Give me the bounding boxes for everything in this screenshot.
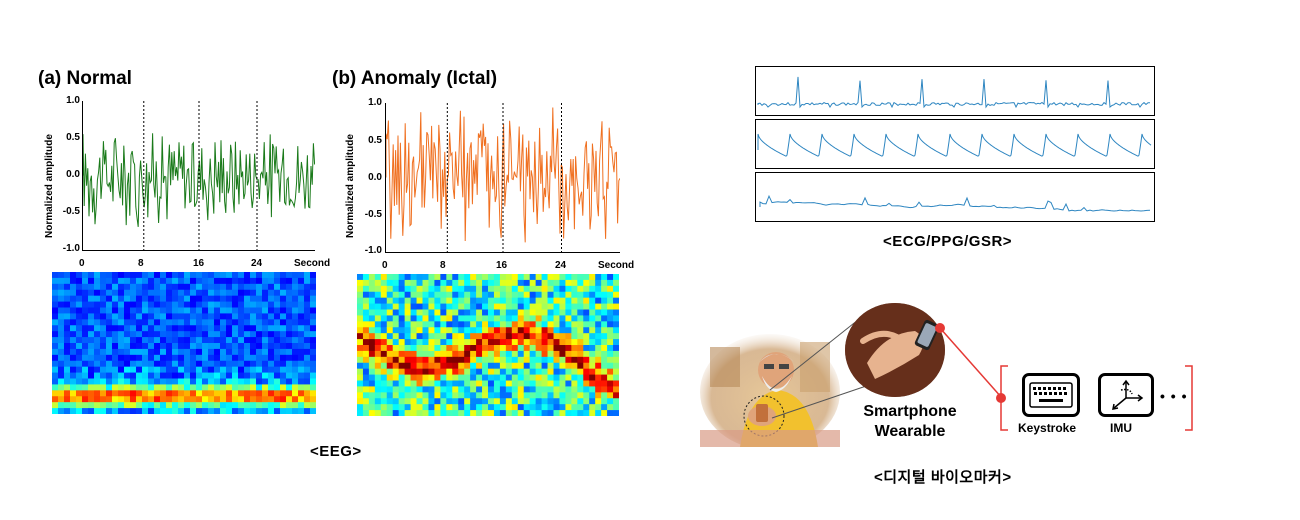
x-unit: Second xyxy=(598,260,635,271)
ictal-eeg-line xyxy=(386,107,620,243)
panel-a-spectrogram xyxy=(52,272,316,414)
ytick: 0.0 xyxy=(368,172,382,183)
ecg-trace-box xyxy=(755,66,1155,116)
xtick: 8 xyxy=(440,260,446,271)
panel-b-yticks: 1.0 0.5 0.0 -0.5 -1.0 xyxy=(360,97,382,262)
ytick: 1.0 xyxy=(368,97,382,108)
imu-label: IMU xyxy=(1110,421,1132,435)
imu-axis-icon xyxy=(1098,373,1154,417)
panel-b-ylabel: Normalized amplitude xyxy=(345,134,356,238)
normal-eeg-line xyxy=(83,133,315,227)
panel-a-yticks: 1.0 0.5 0.0 -0.5 -1.0 xyxy=(58,95,80,260)
signals-caption: <ECG/PPG/GSR> xyxy=(883,233,1013,250)
xtick: 8 xyxy=(138,258,144,269)
device-label: Smartphone Wearable xyxy=(850,402,970,442)
panel-a-plot xyxy=(82,101,315,251)
ppg-line xyxy=(757,133,1152,157)
xtick: 24 xyxy=(251,258,263,269)
xtick: 0 xyxy=(382,260,388,271)
connector-line xyxy=(935,323,1003,399)
digital-biomarker-caption: <디지털 바이오마커> xyxy=(874,469,1012,486)
keyboard-icon xyxy=(1022,373,1080,417)
ppg-trace-box xyxy=(755,119,1155,169)
panel-a-waveform xyxy=(83,101,315,250)
ytick: 1.0 xyxy=(66,95,80,106)
device-label-line1: Smartphone xyxy=(863,403,957,420)
xtick: 16 xyxy=(496,260,508,271)
gsr-line xyxy=(759,194,1151,212)
panel-b-title: (b) Anomaly (Ictal) xyxy=(332,68,498,89)
xtick: 0 xyxy=(79,258,85,269)
zoom-lines xyxy=(769,311,879,419)
gsr-waveform xyxy=(759,194,1151,212)
ytick: -0.5 xyxy=(62,206,80,217)
x-unit: Second xyxy=(294,258,331,269)
phone-zoom-photo xyxy=(845,303,945,397)
panel-b-spectrogram xyxy=(357,274,619,416)
panel-a-ylabel: Normalized amplitude xyxy=(44,134,55,238)
keystroke-label: Keystroke xyxy=(1018,421,1077,435)
ppg-waveform xyxy=(757,133,1152,157)
sensor-bracket xyxy=(996,365,1193,431)
ytick: 0.5 xyxy=(368,135,382,146)
ytick: 0.5 xyxy=(66,132,80,143)
xtick: 24 xyxy=(555,260,567,271)
eeg-caption: <EEG> xyxy=(310,443,362,460)
person-photo xyxy=(700,332,840,447)
ytick: -1.0 xyxy=(364,245,382,256)
panel-b-waveform xyxy=(386,103,620,252)
panel-a-title: (a) Normal xyxy=(38,68,132,89)
device-label-line2: Wearable xyxy=(874,423,946,440)
ytick: -0.5 xyxy=(364,209,382,220)
gsr-trace-box xyxy=(755,172,1155,222)
ytick: -1.0 xyxy=(62,243,80,254)
panel-b-plot xyxy=(385,103,620,253)
more-sensors-ellipsis: • • • xyxy=(1160,388,1188,404)
ytick: 0.0 xyxy=(66,169,80,180)
ecg-waveform xyxy=(757,76,1151,109)
xtick: 16 xyxy=(193,258,205,269)
ecg-line xyxy=(757,76,1151,109)
